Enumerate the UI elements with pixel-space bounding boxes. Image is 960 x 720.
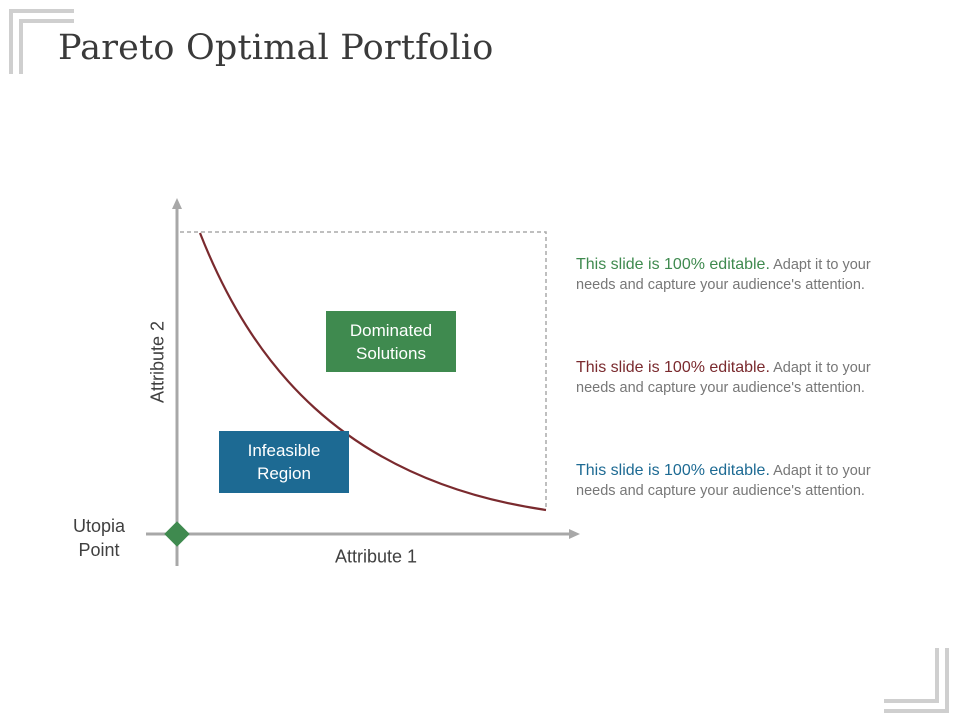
utopia-point-marker [164,521,190,547]
dominated-solutions-box: Dominated Solutions [326,311,456,372]
note-1-body: Adapt it to your needs and capture your … [576,257,871,293]
y-axis-arrowhead [172,198,182,209]
note-1: This slide is 100% editable. Adapt it to… [576,255,896,295]
note-2-body: Adapt it to your needs and capture your … [576,360,871,396]
dashed-bounding-box [180,231,547,510]
x-axis-arrowhead [569,529,580,539]
bottom-right-corner-bracket [884,648,949,713]
note-2: This slide is 100% editable. Adapt it to… [576,358,896,398]
note-2-lead: This slide is 100% editable. [576,359,770,376]
x-axis-label: Attribute 1 [334,546,418,567]
dominated-solutions-label: Dominated Solutions [349,320,433,363]
utopia-point-label: Utopia Point [72,516,126,560]
pareto-frontier-curve [198,232,547,512]
slide-title: Pareto Optimal Portfolio [58,28,494,68]
infeasible-region-box: Infeasible Region [219,431,349,493]
note-3-lead: This slide is 100% editable. [576,462,770,479]
note-1-lead: This slide is 100% editable. [576,256,770,273]
note-3: This slide is 100% editable. Adapt it to… [576,461,896,501]
y-axis-label: Attribute 2 [147,320,168,404]
note-3-body: Adapt it to your needs and capture your … [576,463,871,499]
infeasible-region-label: Infeasible Region [247,441,321,483]
top-left-corner-bracket [9,9,74,74]
